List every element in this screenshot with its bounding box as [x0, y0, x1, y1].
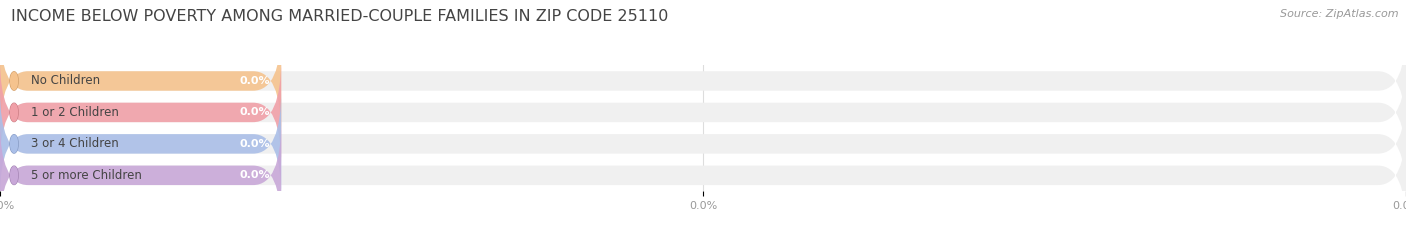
- Circle shape: [10, 166, 18, 185]
- Text: 1 or 2 Children: 1 or 2 Children: [31, 106, 118, 119]
- Circle shape: [10, 103, 18, 122]
- Circle shape: [10, 72, 18, 90]
- Circle shape: [10, 103, 18, 122]
- Circle shape: [10, 135, 18, 153]
- FancyBboxPatch shape: [0, 91, 1406, 197]
- FancyBboxPatch shape: [0, 28, 1406, 134]
- FancyBboxPatch shape: [0, 59, 281, 166]
- Circle shape: [10, 134, 18, 153]
- Text: 0.0%: 0.0%: [239, 139, 270, 149]
- FancyBboxPatch shape: [0, 59, 1406, 166]
- Text: 0.0%: 0.0%: [239, 170, 270, 180]
- Text: 0.0%: 0.0%: [239, 76, 270, 86]
- Circle shape: [10, 166, 18, 185]
- Circle shape: [10, 72, 18, 90]
- FancyBboxPatch shape: [0, 122, 281, 229]
- Text: No Children: No Children: [31, 75, 100, 87]
- Text: Source: ZipAtlas.com: Source: ZipAtlas.com: [1281, 9, 1399, 19]
- Text: 5 or more Children: 5 or more Children: [31, 169, 142, 182]
- FancyBboxPatch shape: [0, 91, 281, 197]
- Text: 0.0%: 0.0%: [239, 107, 270, 117]
- FancyBboxPatch shape: [0, 28, 281, 134]
- FancyBboxPatch shape: [0, 122, 1406, 229]
- Text: 3 or 4 Children: 3 or 4 Children: [31, 137, 118, 150]
- Text: INCOME BELOW POVERTY AMONG MARRIED-COUPLE FAMILIES IN ZIP CODE 25110: INCOME BELOW POVERTY AMONG MARRIED-COUPL…: [11, 9, 669, 24]
